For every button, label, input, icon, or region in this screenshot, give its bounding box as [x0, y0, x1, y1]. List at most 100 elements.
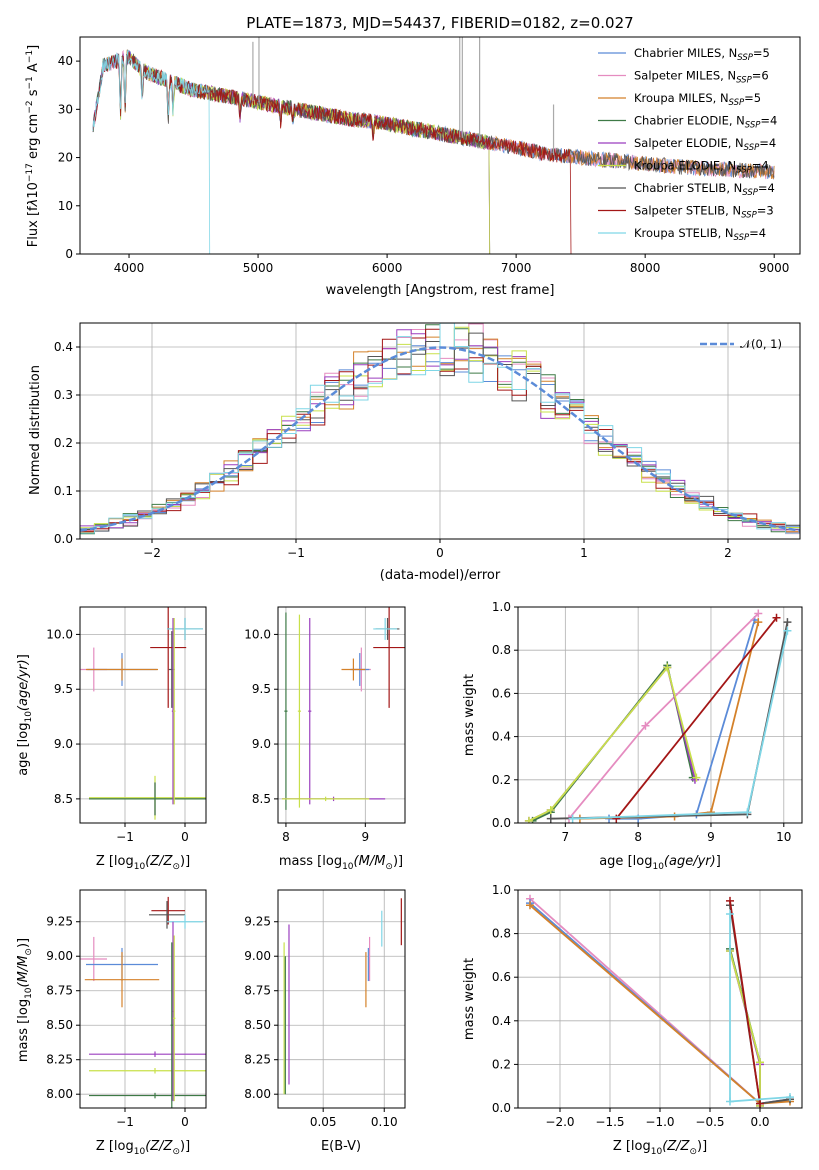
x-tick-label: 7 [562, 830, 570, 844]
x-tick-label: −1 [287, 546, 305, 560]
x-tick-label: 8000 [630, 261, 661, 275]
y-tick-label: 0.2 [492, 1057, 511, 1071]
legend-entry: Kroupa ELODIE, NSSP=4 [634, 159, 769, 176]
y-tick-label: 20 [58, 151, 73, 165]
y-tick-label: 8.75 [244, 984, 271, 998]
x-tick-label: 0.0 [750, 1115, 769, 1129]
massweight-marker [754, 618, 763, 627]
errorbar-point [373, 607, 405, 708]
legend-entry: Kroupa STELIB, NSSP=4 [634, 226, 766, 243]
x-tick-label: 7000 [501, 261, 532, 275]
y-tick-label: 8.00 [244, 1087, 271, 1101]
axes-frame [79, 36, 801, 255]
spectrum-line [92, 52, 572, 254]
massweight-series [528, 665, 698, 822]
x-axis-label: Z [log10(Z/Z⊙)] [96, 854, 190, 872]
errorbars [80, 896, 206, 1108]
y-tick-label: 9.5 [252, 682, 271, 696]
y-tick-label: 10 [58, 199, 73, 213]
y-tick-label: 8.25 [244, 1053, 271, 1067]
y-tick-label: 9.5 [54, 682, 73, 696]
axes-frame [277, 889, 406, 1109]
y-tick-label: 0.8 [492, 927, 511, 941]
axes-frame [517, 889, 803, 1109]
massweight-series [729, 900, 761, 1104]
x-tick-label: 0.05 [310, 1115, 337, 1129]
spectrum-ylabel: Flux [fλ10−17 erg cm−2 s−1 A−1] [25, 45, 41, 247]
residual-xlabel: (data-model)/error [380, 568, 501, 583]
y-tick-label: 10.0 [46, 627, 73, 641]
x-tick-label: 6000 [372, 261, 403, 275]
y-tick-label: 1.0 [492, 600, 511, 614]
errorbar-point [151, 896, 185, 925]
errorbar-point [89, 1092, 206, 1099]
y-tick-label: 8.50 [244, 1018, 271, 1032]
x-tick-label: −1 [116, 1115, 134, 1129]
y-tick-label: 1.0 [492, 883, 511, 897]
y-tick-label: 9.25 [46, 915, 73, 929]
massweight-lines [526, 894, 794, 1108]
legend-entry: Chabrier ELODIE, NSSP=4 [634, 114, 777, 131]
y-tick-label: 0.0 [492, 816, 511, 830]
y-tick-label: 8.5 [252, 792, 271, 806]
x-tick-label: 5000 [243, 261, 274, 275]
errorbar-point [150, 607, 187, 708]
y-tick-label: 0 [65, 247, 73, 261]
x-axis-label: mass [log10(M/M⊙)] [279, 854, 403, 872]
y-tick-label: 40 [58, 54, 73, 68]
massweight-marker [783, 626, 792, 635]
massweight-series [615, 617, 778, 820]
normal-curve [80, 346, 800, 532]
massweight-marker [641, 721, 650, 730]
x-tick-label: 9000 [759, 261, 790, 275]
y-tick-label: 9.00 [244, 949, 271, 963]
spectrum-title: PLATE=1873, MJD=54437, FIBERID=0182, z=0… [246, 14, 633, 32]
errorbar-point [89, 782, 206, 816]
y-tick-label: 0.6 [492, 686, 511, 700]
x-tick-label: 0 [436, 546, 444, 560]
massweight-marker [786, 1093, 794, 1102]
massweight-series [568, 612, 759, 820]
massweight-marker [546, 806, 555, 815]
y-tick-label: 0.1 [54, 484, 73, 498]
spectrum-panel: PLATE=1873, MJD=54437, FIBERID=0182, z=0… [25, 14, 801, 298]
x-axis-label: Z [log10(Z/Z⊙)] [96, 1139, 190, 1157]
y-tick-label: 8.75 [46, 984, 73, 998]
massweight-series [579, 621, 760, 820]
residual-ylabel: Normed distribution [28, 365, 43, 495]
x-tick-label: 8 [634, 830, 642, 844]
x-tick-label: −1 [116, 830, 134, 844]
massweight-marker [756, 1058, 764, 1067]
x-tick-label: 9 [707, 830, 715, 844]
errorbar-point [89, 1067, 206, 1074]
errorbar-point [341, 658, 366, 681]
x-tick-label: 0 [181, 830, 189, 844]
x-tick-label: 0 [181, 1115, 189, 1129]
x-axis-label: Z [log10(Z/Z⊙)] [613, 1139, 707, 1157]
massweight-marker [726, 1097, 734, 1106]
mass-ylabel: mass [log10(M/M⊙)] [16, 938, 34, 1062]
massweight-series [532, 663, 694, 822]
y-tick-label: 8.25 [46, 1053, 73, 1067]
massweight-marker [546, 814, 555, 823]
massweight-lines [524, 609, 792, 823]
spectrum-line [92, 50, 211, 254]
errorbar-point [89, 1051, 206, 1057]
massweight-ylabel: mass weight [462, 674, 477, 756]
massweight-marker [772, 613, 781, 622]
y-tick-label: 9.25 [244, 915, 271, 929]
errorbar-point [173, 617, 176, 805]
errorbars [281, 607, 405, 810]
errorbars [283, 898, 402, 1095]
massweight-marker [524, 816, 533, 823]
age-ylabel: age [log10(age/yr)] [16, 654, 34, 776]
mass-vs-metallicity-panel: −1 0 8.00 8.25 8.50 8.75 9.00 9.25 Z [log10(Z/Z⊙… [16, 889, 207, 1157]
spectrum-lines [92, 37, 775, 254]
y-tick-label: 10.0 [244, 627, 271, 641]
errorbar-point [84, 952, 160, 1008]
axes-frame [79, 606, 207, 824]
x-tick-label: 2 [724, 546, 732, 560]
massweight-vs-metallicity-panel: −2.0 −1.5 −1.0 −0.5 0.0 0.0 0.2 0.4 0.6 0.8 1.0 mas… [462, 883, 803, 1157]
y-tick-label: 0.8 [492, 643, 511, 657]
